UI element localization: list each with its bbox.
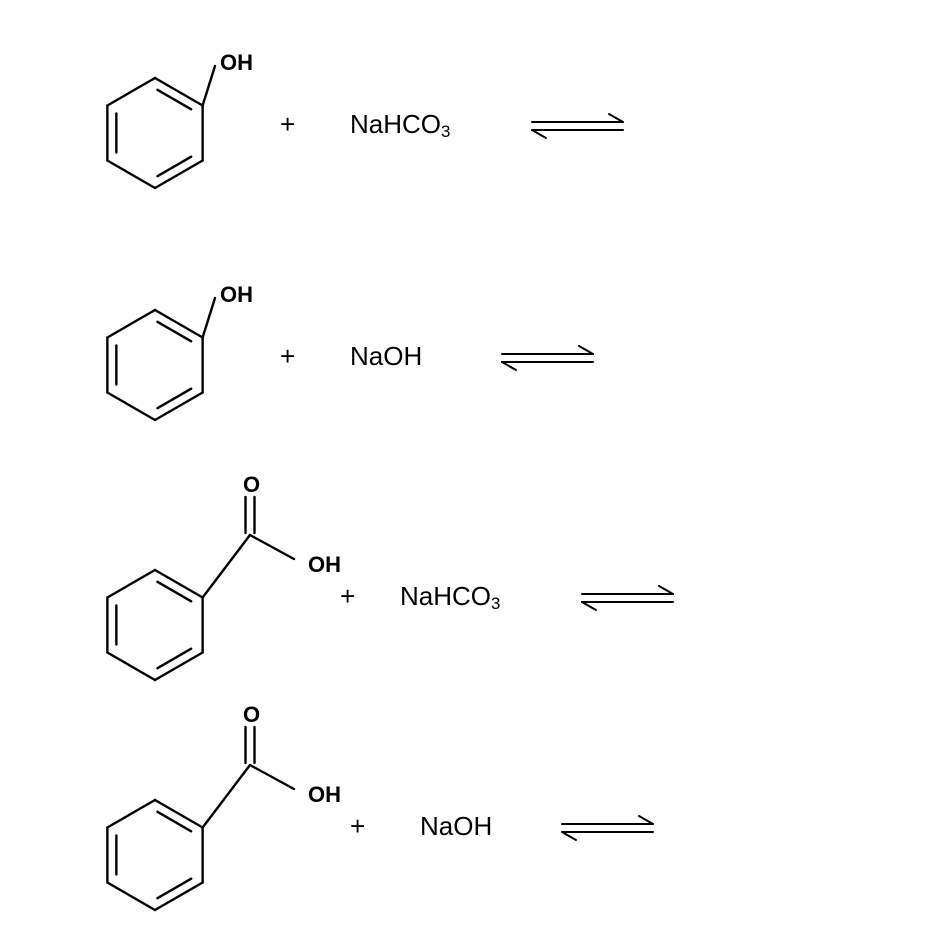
- carbonyl-o-label: O: [243, 702, 260, 728]
- phenol-molecule: OH: [80, 38, 280, 208]
- plus-sign: +: [350, 811, 365, 842]
- reaction-row-2: OH + NaOH: [0, 270, 936, 440]
- benzoic-acid-structure: [80, 490, 380, 700]
- equilibrium-arrow-icon: [560, 813, 655, 843]
- phenol-molecule: OH: [80, 270, 280, 440]
- reagent-formula: NaOH: [420, 811, 492, 842]
- equilibrium-arrow: [560, 813, 655, 843]
- benzoic-acid-structure: [80, 720, 380, 930]
- plus-sign: +: [280, 341, 295, 372]
- equilibrium-arrow: [500, 343, 595, 373]
- oh-label: OH: [308, 552, 341, 578]
- reaction-row-3: OOH+ NaHCO3: [0, 490, 936, 700]
- oh-label: OH: [220, 282, 253, 308]
- reaction-row-4: OOH+ NaOH: [0, 720, 936, 930]
- reaction-diagram: OH+NaHCO3OH+NaOHOOH+NaHCO3OOH+NaOH: [0, 0, 936, 936]
- plus-sign: +: [280, 109, 295, 140]
- reaction-row-1: OH + NaHCO3: [0, 38, 936, 208]
- reagent-formula: NaHCO3: [400, 581, 500, 614]
- equilibrium-arrow: [530, 111, 625, 141]
- equilibrium-arrow-icon: [530, 111, 625, 141]
- carbonyl-o-label: O: [243, 472, 260, 498]
- oh-label: OH: [220, 50, 253, 76]
- reagent-formula: NaHCO3: [350, 109, 450, 142]
- oh-label: OH: [308, 782, 341, 808]
- benzoic_acid-molecule: OOH: [80, 720, 380, 930]
- equilibrium-arrow: [580, 583, 675, 613]
- reagent-formula: NaOH: [350, 341, 422, 372]
- equilibrium-arrow-icon: [500, 343, 595, 373]
- benzoic_acid-molecule: OOH: [80, 490, 380, 700]
- plus-sign: +: [340, 581, 355, 612]
- equilibrium-arrow-icon: [580, 583, 675, 613]
